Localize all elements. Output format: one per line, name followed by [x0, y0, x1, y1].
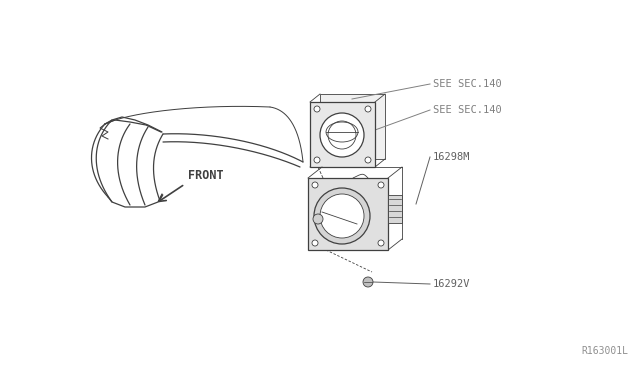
Circle shape [363, 277, 373, 287]
Circle shape [365, 106, 371, 112]
Circle shape [320, 113, 364, 157]
Text: SEE SEC.140: SEE SEC.140 [433, 105, 502, 115]
Circle shape [320, 194, 364, 238]
Bar [388, 195, 402, 223]
Bar [320, 94, 385, 159]
Circle shape [314, 157, 320, 163]
Circle shape [312, 240, 318, 246]
Text: FRONT: FRONT [188, 169, 223, 182]
Text: 16292V: 16292V [433, 279, 470, 289]
Bar [310, 102, 375, 167]
Text: 16298M: 16298M [433, 152, 470, 162]
Circle shape [313, 214, 323, 224]
Circle shape [365, 157, 371, 163]
Circle shape [312, 182, 318, 188]
Text: R163001L: R163001L [581, 346, 628, 356]
Circle shape [378, 182, 384, 188]
Circle shape [314, 106, 320, 112]
Text: SEE SEC.140: SEE SEC.140 [433, 79, 502, 89]
Circle shape [314, 188, 370, 244]
Circle shape [378, 240, 384, 246]
Bar [308, 178, 388, 250]
